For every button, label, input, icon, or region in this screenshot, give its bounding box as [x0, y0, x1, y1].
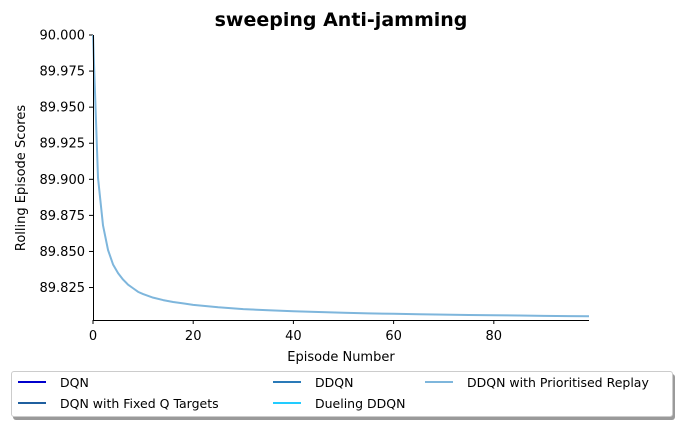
legend-label-ddqn: DDQN	[315, 374, 354, 390]
chart-title: sweeping Anti-jamming	[215, 9, 468, 31]
legend-item-dqn-fixed-q: DQN with Fixed Q Targets	[18, 395, 219, 411]
y-tick-label: 89.950	[40, 101, 86, 116]
y-tick-label: 89.925	[40, 137, 86, 152]
legend-item-dqn: DQN	[18, 374, 89, 390]
legend-label-dqn-fixed-q: DQN with Fixed Q Targets	[60, 395, 219, 411]
x-tick-label: 60	[385, 329, 402, 344]
legend: DQN DQN with Fixed Q Targets DDQN Duelin…	[11, 371, 673, 417]
legend-item-dueling-ddqn: Dueling DDQN	[273, 395, 405, 411]
x-axis-ticks: 0 20 40 60 80	[89, 320, 502, 344]
y-tick-label: 89.975	[40, 65, 86, 80]
y-tick-label: 89.900	[40, 173, 86, 188]
legend-item-ddqn-prioritised: DDQN with Prioritised Replay	[425, 374, 649, 390]
x-axis-label: Episode Number	[287, 350, 395, 365]
legend-swatch-ddqn	[273, 381, 301, 383]
x-tick-label: 0	[89, 329, 97, 344]
x-tick-label: 80	[486, 329, 503, 344]
x-tick-label: 40	[285, 329, 302, 344]
x-tick-label: 20	[185, 329, 202, 344]
legend-swatch-dqn	[18, 381, 46, 383]
y-tick-label: 90.000	[40, 29, 86, 44]
series-lines	[92, 34, 590, 318]
y-axis-label: Rolling Episode Scores	[14, 105, 29, 251]
legend-label-dqn: DQN	[60, 374, 89, 390]
y-tick-label: 89.875	[40, 209, 86, 224]
y-tick-label: 89.825	[40, 281, 86, 296]
legend-label-dueling-ddqn: Dueling DDQN	[315, 395, 406, 411]
series-line-4	[92, 34, 590, 318]
legend-label-ddqn-prioritised: DDQN with Prioritised Replay	[467, 374, 649, 390]
y-tick-label: 89.850	[40, 245, 86, 260]
legend-swatch-ddqn-prioritised	[425, 381, 453, 383]
legend-swatch-dueling-ddqn	[273, 402, 301, 404]
y-axis-ticks: 89.825 89.850 89.875 89.900 89.925 89.950 89.9…	[40, 29, 93, 296]
legend-item-ddqn: DDQN	[273, 374, 353, 390]
legend-swatch-dqn-fixed-q	[18, 402, 46, 404]
